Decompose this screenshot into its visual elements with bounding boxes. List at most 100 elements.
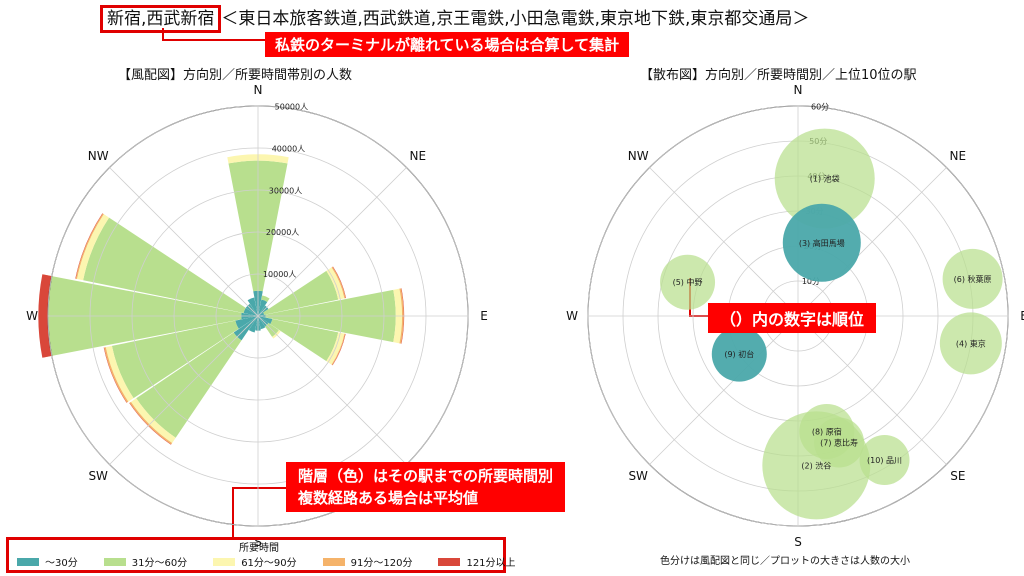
windrose-bar-segment [263, 270, 339, 315]
windrose-bar-segment [258, 299, 268, 316]
windrose-bar-segment [401, 288, 405, 344]
direction-label: W [566, 309, 578, 323]
legend-label: 91分～120分 [350, 558, 413, 569]
windrose-bar-segment [235, 316, 258, 329]
windrose-bar-segment [248, 316, 258, 333]
windrose-bar-segment [111, 320, 239, 399]
terminal-connector [162, 28, 265, 41]
polar-spoke [257, 167, 407, 317]
legend-label: 121分以上 [466, 558, 516, 569]
legend-item: 31分～60分 [103, 554, 188, 569]
scatter-bubble [762, 411, 871, 520]
windrose-bar-segment [331, 266, 346, 299]
windrose-bars [38, 154, 405, 445]
direction-label: SW [628, 469, 648, 483]
direction-label: S [254, 535, 262, 549]
radial-tick-label: 40000人 [272, 144, 305, 153]
windrose-bar-segment [270, 318, 339, 362]
polar-spoke [797, 167, 947, 317]
polar-spoke [797, 315, 947, 465]
scatter-bubble [660, 254, 716, 310]
radial-tick-label: 10分 [802, 277, 820, 286]
windrose-bar-segment [105, 345, 134, 402]
scatter-bubble [859, 435, 910, 486]
windrose-bar-segment [258, 316, 266, 330]
windrose-bar-segment [76, 214, 110, 281]
radial-tick-label: 20000人 [266, 228, 299, 237]
direction-label: S [794, 535, 802, 549]
station-name-box: 新宿,西武新宿 [100, 5, 222, 33]
rank-callout: （）内の数字は順位 [708, 303, 877, 333]
scatter-points: (1) 池袋 (3) 高田馬場 (5) 中野 (6) 秋葉原 (4) 東京 (9) 初台 (… [660, 128, 1003, 520]
legend-item: ～30分 [17, 554, 78, 569]
windrose-bar-segment [247, 297, 258, 316]
direction-label: NE [950, 149, 967, 163]
scatter-point-label: (9) 初台 [724, 349, 754, 359]
terminal-callout: 私鉄のターミナルが離れている場合は合算して集計 [265, 32, 630, 57]
legend-swatch [322, 557, 345, 566]
scatter-bubble [782, 203, 861, 282]
page-title: 新宿,西武新宿 ＜東日本旅客鉄道,西武鉄道,京王電鉄,小田急電鉄,東京地下鉄,東京… [100, 4, 809, 33]
legend-swatch [103, 557, 126, 566]
color-connector [232, 487, 286, 537]
scatter-point-label: (8) 原宿 [812, 426, 842, 436]
radial-tick-label: 50000人 [275, 103, 308, 112]
legend-swatch [213, 557, 236, 566]
legend-label: 61分～90分 [241, 558, 297, 569]
scatter-point-label: (3) 高田馬場 [799, 238, 845, 248]
legend-item: 121分以上 [438, 554, 516, 569]
radial-tick-label: 60分 [811, 102, 829, 111]
scatter-note: 色分けは風配図と同じ／プロットの大きさは人数の大小 [660, 556, 910, 567]
legend-title: 所要時間 [239, 543, 279, 554]
scatter-bubble [711, 326, 767, 382]
windrose-bar-segment [258, 316, 273, 325]
windrose-bar-segment [83, 217, 246, 314]
scatter-point-label: (2) 渋谷 [801, 460, 831, 470]
direction-label: SW [88, 469, 108, 483]
windrose-bar-segment [38, 274, 52, 358]
direction-label: E [1020, 309, 1024, 323]
legend: 所要時間 ～30分 31分～60分 61分～90分 91分～120分 121分以… [6, 537, 516, 573]
windrose-bar-segment [104, 347, 129, 403]
polar-spoke [109, 315, 259, 465]
scatter-point-label: (5) 中野 [673, 277, 703, 287]
windrose-axes: NNEESESSWWNW10000人20000人30000人40000人5000… [26, 83, 488, 549]
direction-label: W [26, 309, 38, 323]
color-callout-line2: 複数経路ある場合は平均値 [298, 489, 479, 507]
legend-item: 91分～120分 [322, 554, 413, 569]
windrose-title: 【風配図】方向別／所要時間帯別の人数 [118, 68, 353, 83]
scatter-bubble [942, 248, 1003, 309]
scatter-point-label: (10) 品川 [867, 456, 902, 465]
windrose-bar-segment [399, 288, 404, 344]
scatter-point-label: (4) 東京 [956, 338, 986, 348]
scatter-point-label: (6) 秋葉原 [954, 274, 992, 284]
windrose-bar-segment [331, 333, 346, 366]
scatter-point-label: (1) 池袋 [810, 174, 840, 184]
radial-tick-label: 10000人 [263, 270, 296, 279]
scatter-title: 【散布図】方向別／所要時間別／上位10位の駅 [640, 68, 917, 83]
direction-label: SE [950, 469, 965, 483]
polar-spoke [257, 315, 407, 465]
legend-label: ～30分 [45, 558, 78, 569]
direction-label: E [480, 309, 488, 323]
direction-label: N [794, 83, 803, 97]
legend-items: ～30分 31分～60分 61分～90分 91分～120分 121分以上 [17, 554, 516, 569]
windrose-bar-segment [261, 295, 270, 302]
direction-label: NE [410, 149, 427, 163]
polar-spoke [109, 167, 259, 317]
windrose-bar-segment [258, 312, 265, 316]
direction-label: NW [88, 149, 109, 163]
scatter-point-label: (7) 恵比寿 [820, 437, 858, 447]
scatter-bubble [774, 128, 875, 229]
operators-text: ＜東日本旅客鉄道,西武鉄道,京王電鉄,小田急電鉄,東京地下鉄,東京都交通局＞ [221, 9, 810, 29]
direction-label: N [254, 83, 263, 97]
legend-swatch [438, 557, 461, 566]
polar-spoke [649, 167, 799, 317]
color-callout: 階層（色）はその駅までの所要時間別 複数経路ある場合は平均値 [286, 462, 566, 512]
windrose-bar-segment [129, 401, 173, 445]
legend-label: 31分～60分 [131, 558, 188, 569]
color-callout-line1: 階層（色）はその駅までの所要時間別 [298, 467, 554, 485]
legend-swatch [17, 557, 39, 566]
windrose-bar-segment [243, 307, 258, 316]
